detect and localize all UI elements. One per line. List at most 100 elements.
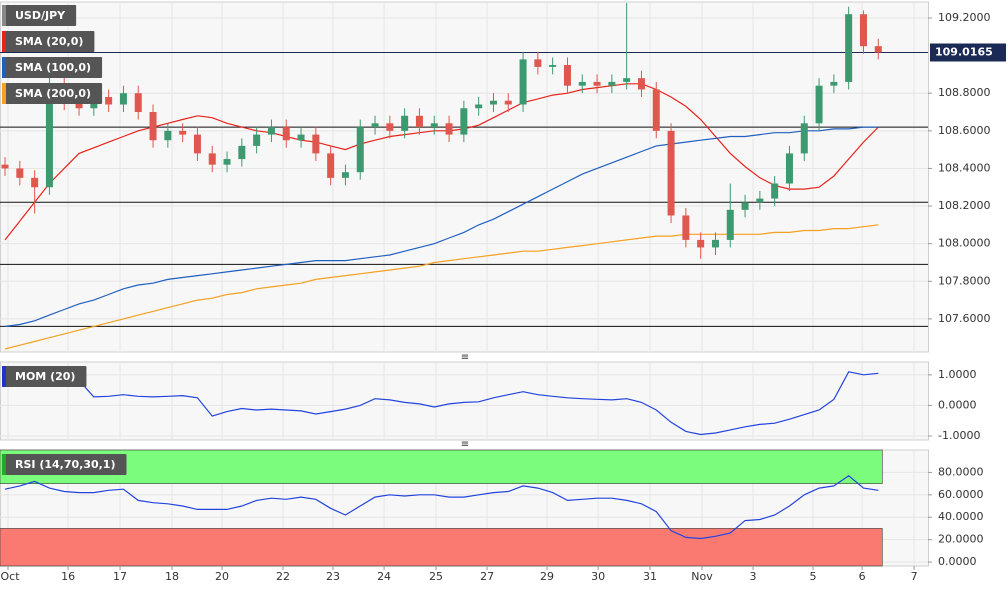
x-tick-label: 20 (215, 570, 229, 583)
legend-label: RSI (14,70,30,1) (15, 458, 115, 471)
candle-body (282, 127, 290, 141)
candle-body (327, 153, 335, 178)
y-tick-label: 40.0000 (938, 510, 984, 523)
series-line (4, 126, 879, 327)
candle-body (534, 59, 542, 67)
candle-body (1, 164, 9, 169)
overbought-zone (0, 449, 883, 484)
candle-body (356, 127, 364, 173)
legend-item: RSI (14,70,30,1) (2, 454, 127, 475)
candle-body (815, 85, 823, 124)
x-tick-label: 31 (643, 570, 657, 583)
x-tick-label: 29 (540, 570, 554, 583)
candle-body (800, 123, 808, 154)
candle-body (845, 14, 853, 82)
y-tick-label: -1.0000 (938, 429, 980, 442)
x-tick-label: 18 (165, 570, 179, 583)
candle-body (460, 108, 468, 135)
candle-body (238, 145, 246, 160)
candle-body (445, 123, 453, 135)
x-tick-label: 5 (809, 570, 816, 583)
candle-body (667, 130, 675, 216)
panel (0, 361, 929, 441)
y-tick-label: 60.0000 (938, 488, 984, 501)
legend-item: SMA (100,0) (2, 57, 103, 78)
candle-body (874, 46, 882, 53)
candle-body (608, 81, 616, 86)
legend-box (2, 454, 127, 475)
y-tick-label: 108.6000 (938, 124, 991, 137)
x-tick-label: 3 (750, 570, 757, 583)
candle-body (652, 89, 660, 131)
y-tick-label: 0.0000 (938, 555, 977, 568)
candle-body (756, 198, 764, 203)
y-tick-label: 107.8000 (938, 274, 991, 287)
candle-body (31, 177, 39, 188)
legend-item: SMA (20,0) (2, 31, 95, 52)
candle-body (519, 59, 527, 105)
candle-body (119, 93, 127, 105)
series-line (4, 370, 879, 436)
candle-body (223, 159, 231, 165)
x-tick-label: 17 (113, 570, 127, 583)
legend-item: SMA (200,0) (2, 83, 103, 104)
candle-body (149, 112, 157, 141)
legend-label: SMA (20,0) (15, 35, 83, 48)
candle-body (179, 130, 187, 135)
legend-box (2, 31, 95, 52)
candle-body (623, 78, 631, 82)
candle-body (297, 134, 305, 141)
candle-body (45, 83, 53, 188)
legend-box (2, 83, 103, 104)
candle-body (859, 14, 867, 47)
legend-box (2, 366, 87, 387)
candle-body (371, 123, 379, 128)
candle-body (563, 65, 571, 86)
x-tick-label: 23 (326, 570, 340, 583)
candle-body (105, 96, 113, 105)
legend-swatch (2, 57, 6, 78)
legend-swatch (2, 454, 6, 475)
legend-swatch (2, 83, 6, 104)
x-tick-label: 7 (911, 570, 918, 583)
legend-box (2, 5, 77, 26)
last-price-tag: 109.0165 (930, 43, 1006, 62)
panel (0, 1, 929, 353)
legend-swatch (2, 31, 6, 52)
resize-handle[interactable]: ≡ (461, 352, 469, 363)
candle-body (726, 209, 734, 240)
candle-body (253, 134, 261, 146)
resize-handle[interactable]: ≡ (461, 439, 469, 450)
candle-body (475, 104, 483, 109)
candle-body (593, 81, 601, 86)
x-tick-label: 25 (429, 570, 443, 583)
candle-body (785, 153, 793, 184)
candle-body (341, 172, 349, 178)
legend-item: USD/JPY (2, 5, 77, 26)
y-tick-label: 109.2000 (938, 11, 991, 24)
candle-body (75, 102, 83, 109)
candle-body (771, 183, 779, 199)
x-tick-label: Oct (0, 570, 20, 583)
y-tick-label: 108.0000 (938, 237, 991, 250)
candle-body (504, 100, 512, 105)
candle-body (401, 115, 409, 131)
y-tick-label: 80.0000 (938, 465, 984, 478)
last-price-label: 109.0165 (935, 45, 993, 58)
y-tick-label: 108.8000 (938, 86, 991, 99)
legend-label: SMA (200,0) (15, 87, 91, 100)
legend-box (2, 57, 103, 78)
x-tick-label: 16 (61, 570, 75, 583)
candle-body (489, 100, 497, 105)
legend-swatch (2, 366, 6, 387)
candle-body (386, 123, 394, 131)
legend-swatch (2, 5, 6, 26)
candle-body (578, 81, 586, 86)
candle-body (267, 127, 275, 135)
x-tick-label: 27 (480, 570, 494, 583)
series-line (4, 475, 879, 540)
legend-label: MOM (20) (15, 370, 75, 383)
legend-label: SMA (100,0) (15, 61, 91, 74)
